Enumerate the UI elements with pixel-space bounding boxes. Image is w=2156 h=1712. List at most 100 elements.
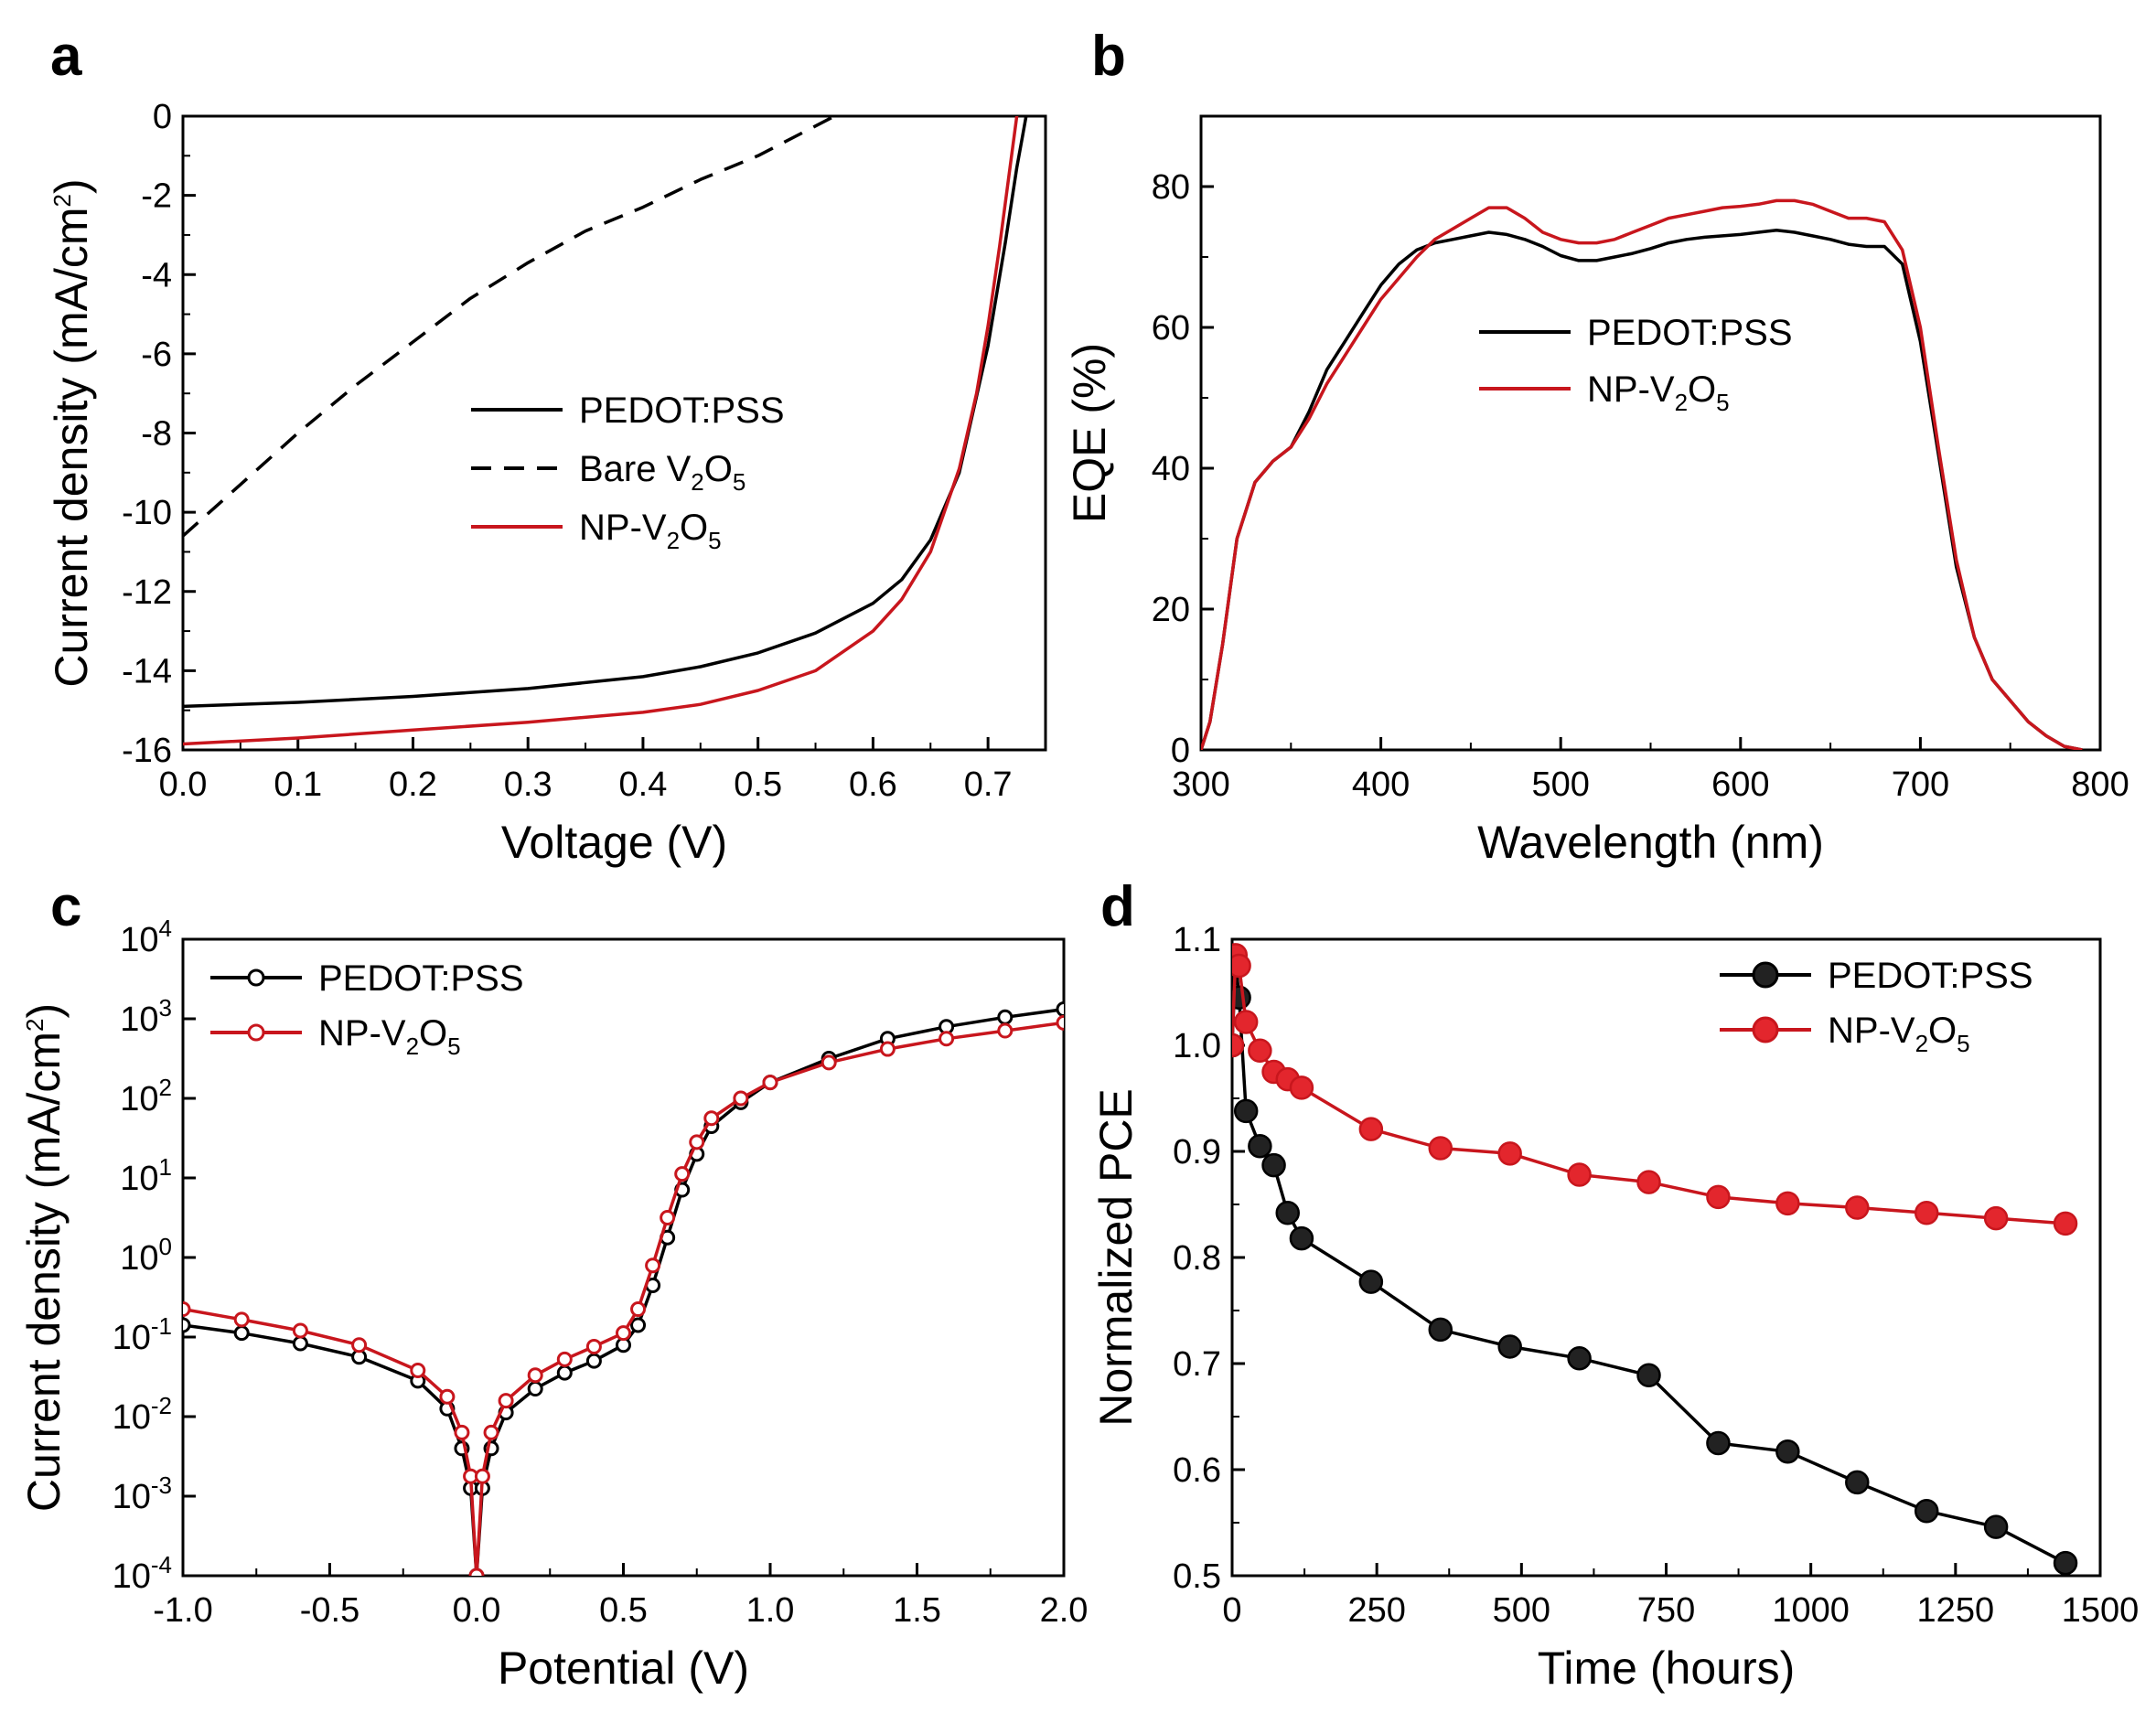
series-np-v2o5-point (1428, 1136, 1453, 1161)
x-tick-label: 0 (1222, 1591, 1241, 1630)
legend-label: PEDOT:PSS (1587, 313, 1793, 353)
y-tick-label: 10-3 (113, 1471, 172, 1516)
legend-subscript: 2 (691, 468, 703, 496)
x-tick-label: 0.5 (734, 765, 782, 804)
y-tick-label: 40 (1152, 450, 1190, 488)
series-np-v2o5-point (498, 1393, 514, 1409)
tick-base: 10 (120, 1080, 158, 1118)
y-tick-label: 100 (120, 1233, 172, 1278)
y-tick-label: 10-1 (113, 1312, 172, 1357)
plot-frame (181, 937, 1066, 1578)
series-np-v2o5-point (292, 1322, 308, 1339)
series-np-v2o5-point (997, 1022, 1014, 1039)
series-pedot-pss-line (183, 1007, 1064, 1576)
y-axis-label-close: ) (18, 1003, 70, 1019)
legend-label-text: NP-V (1828, 1011, 1915, 1051)
legend-label-text: NP-V (1587, 369, 1675, 410)
tick-exponent: -3 (151, 1471, 172, 1499)
legend-label-mid: O (1928, 1011, 1957, 1051)
x-tick-label: -1.0 (153, 1591, 212, 1630)
y-tick-label: 0.8 (1173, 1239, 1221, 1278)
series-pedot-pss-line (183, 116, 1028, 709)
series-np-v2o5-point (1636, 1170, 1661, 1194)
legend-label: PEDOT:PSS (579, 391, 785, 431)
plot-frame (181, 114, 1047, 752)
x-tick-label: 0.7 (964, 765, 1013, 804)
legend: PEDOT:PSS NP-V2O5 (1720, 956, 2033, 1057)
panel-letter: c (50, 875, 81, 938)
y-axis-label: Normalized PCE (1090, 1088, 1142, 1427)
series-pedot-pss-point (1636, 1363, 1661, 1388)
series-pedot-pss-point (1232, 985, 1251, 1011)
y-axis-label: Current density (mA/cm2) (46, 178, 97, 687)
series-np-v2o5-point (1289, 1075, 1314, 1100)
series-np-v2o5-point (351, 1337, 368, 1354)
legend-label-text: PEDOT:PSS (318, 958, 524, 999)
legend-subscript: 5 (1716, 389, 1729, 416)
plot-frame (1230, 937, 2102, 1578)
series-np-v2o5-point (527, 1367, 543, 1384)
y-tick-label: 103 (120, 994, 172, 1039)
legend-label-mid: O (680, 508, 708, 548)
series-pedot-pss-point (1706, 1430, 1731, 1456)
series-group (1201, 198, 2083, 750)
legend-label-mid: O (704, 449, 733, 489)
series-np-v2o5-line (183, 116, 1019, 746)
legend-subscript: 2 (1675, 389, 1688, 416)
series-np-v2o5-point (1248, 1038, 1272, 1064)
series-pedot-pss-point (1275, 1201, 1300, 1225)
x-tick-label: 1.0 (746, 1591, 795, 1630)
series-np-v2o5-point (454, 1424, 470, 1440)
y-tick-label: 1.0 (1173, 1027, 1221, 1065)
series-np-v2o5-point (821, 1054, 837, 1071)
legend-label: Bare V2O5 (579, 449, 745, 496)
series-bare-v2o5-line (183, 116, 839, 538)
series-np-v2o5-point (468, 1568, 485, 1576)
series-pedot-pss-point (1845, 1470, 1870, 1495)
y-axis-label-sup: 2 (48, 194, 76, 207)
x-tick-label: 300 (1172, 765, 1229, 804)
y-tick-label: -16 (122, 732, 172, 770)
series-pedot-pss-point (556, 1364, 573, 1381)
x-tick-label: 750 (1637, 1591, 1695, 1630)
series-group (1232, 943, 2078, 1576)
series-pedot-pss-point (1983, 1514, 2009, 1539)
x-tick-label: 0.2 (389, 765, 437, 804)
plot-frame (1199, 114, 2102, 752)
x-tick-label: 400 (1352, 765, 1410, 804)
series-pedot-pss-point (2053, 1550, 2078, 1576)
legend-marker (1752, 961, 1779, 989)
y-tick-label: 0.7 (1173, 1345, 1221, 1384)
x-tick-label: 1000 (1772, 1591, 1850, 1630)
series-np-v2o5-point (733, 1090, 749, 1107)
legend-label-text: PEDOT:PSS (579, 391, 785, 431)
y-axis-label-main: Current density (mA/cm (18, 1032, 70, 1512)
y-tick-label: 80 (1152, 168, 1190, 207)
series-np-v2o5-point (439, 1388, 456, 1405)
legend-marker (1752, 1016, 1779, 1043)
y-tick-label: 0 (153, 98, 172, 136)
x-axis-label: Wavelength (nm) (1477, 817, 1824, 868)
y-tick-label: 10-2 (113, 1392, 172, 1437)
series-pedot-pss-point (1261, 1152, 1286, 1178)
legend-subscript: 5 (1957, 1030, 1969, 1057)
tick-exponent: 0 (159, 1233, 172, 1260)
series-np-v2o5-point (1845, 1195, 1870, 1220)
tick-exponent: -2 (151, 1392, 172, 1419)
series-pedot-pss-point (292, 1335, 308, 1352)
series-pedot-pss-point (997, 1009, 1014, 1025)
y-tick-label: 20 (1152, 591, 1190, 629)
y-axis-label: Current density (mA/cm2) (18, 1003, 70, 1512)
series-np-v2o5-point (233, 1311, 250, 1328)
tick-exponent: 3 (159, 994, 172, 1022)
series-pedot-pss-point (1233, 1098, 1259, 1124)
series-pedot-pss-point (183, 1317, 191, 1333)
tick-base: 10 (113, 1478, 151, 1516)
x-tick-label: 700 (1892, 765, 1949, 804)
x-axis-label: Potential (V) (498, 1642, 749, 1694)
series-np-v2o5-point (1706, 1184, 1731, 1210)
series-np-v2o5-point (879, 1041, 896, 1057)
y-tick-label: 101 (120, 1153, 172, 1198)
legend-marker (247, 1023, 265, 1042)
x-tick-label: 500 (1531, 765, 1589, 804)
